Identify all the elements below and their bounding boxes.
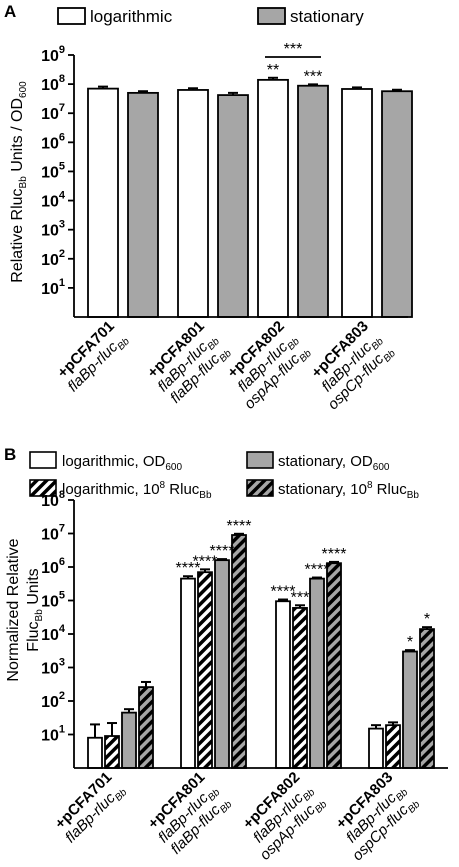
b-ytick-label-5: 105 [41, 590, 65, 611]
b-bar-3-0 [368, 727, 384, 769]
a-bar-0-1 [127, 91, 159, 318]
legend-a-swatch-stationary [257, 7, 286, 25]
annotations-b: ********************************* [176, 518, 431, 651]
b-ytick-label-1: 101 [41, 724, 65, 745]
b-significance-2-0: **** [271, 584, 296, 601]
a-ytick-label-2: 102 [41, 248, 65, 269]
b-bar-1-1 [197, 571, 213, 769]
bars-a [87, 76, 413, 318]
legend-b-label-stat-rluc: stationary, 108 RlucBb [278, 480, 419, 501]
a-ytick-label-9: 109 [41, 44, 65, 65]
b-bar-2-1 [292, 607, 308, 769]
y-ticks-b: 101 102 103 104 105 106 107 108 [41, 489, 74, 745]
a-ytick-label-5: 105 [41, 160, 65, 181]
b-bar-3-1 [385, 724, 401, 769]
a-significance-2-0: ** [267, 62, 279, 79]
legend-b-label-log-od: logarithmic, OD600 [62, 453, 182, 473]
b-ytick-label-2: 102 [41, 690, 65, 711]
panel-a: A logarithmic stationary Relative RlucBb… [4, 2, 413, 413]
b-bar-3-2 [402, 650, 418, 769]
panel-b-label: B [4, 445, 16, 464]
a-ytick-label-4: 104 [41, 190, 66, 211]
legend-b-label-stat-od: stationary, OD600 [278, 453, 390, 473]
legend-a: logarithmic stationary [57, 7, 364, 26]
legend-a-swatch-logarithmic [57, 7, 86, 25]
b-bar-2-3 [326, 562, 342, 769]
legend-a-label-logarithmic: logarithmic [90, 7, 173, 26]
a-ytick-label-8: 108 [41, 73, 65, 94]
a-significance-2-1: *** [304, 68, 323, 85]
b-bar-1-0 [180, 577, 196, 769]
y-axis-label-b-line1: Normalized Relative [5, 538, 22, 681]
b-bar-1-2 [214, 559, 230, 769]
y-axis-label-b-line2: FlucBb Units [25, 568, 45, 651]
b-significance-1-1: **** [193, 553, 218, 570]
a-bar-0-0 [87, 87, 119, 318]
a-bar-3-0 [341, 88, 373, 318]
b-significance-2-3: **** [322, 546, 347, 563]
a-ytick-label-3: 103 [41, 219, 65, 240]
legend-b: logarithmic, OD600 stationary, OD600 log… [29, 451, 419, 501]
y-axis-label-a: Relative RlucBb Units / OD600 [9, 81, 29, 283]
panel-a-label: A [4, 2, 16, 21]
b-ytick-label-8: 108 [41, 489, 65, 510]
b-bar-3-3 [419, 628, 435, 769]
b-significance-3-2: * [407, 634, 413, 651]
b-bar-0-1 [104, 735, 120, 769]
a-bar-1-1 [217, 94, 249, 318]
b-bar-2-0 [275, 600, 291, 769]
b-significance-1-2: **** [210, 543, 235, 560]
legend-a-label-stationary: stationary [290, 7, 364, 26]
b-bar-0-0 [87, 736, 103, 769]
a-significance-bracket-label: *** [284, 41, 303, 58]
b-significance-1-3: **** [227, 518, 252, 535]
a-bar-3-1 [381, 90, 413, 318]
b-significance-2-2: **** [305, 562, 330, 579]
a-bar-2-1 [297, 84, 329, 318]
b-ytick-label-6: 106 [41, 556, 65, 577]
b-ytick-label-7: 107 [41, 523, 65, 544]
legend-b-swatch-log-od [29, 451, 57, 469]
a-bar-2-0 [257, 78, 289, 318]
annotations-a: ** ****** [265, 41, 322, 85]
b-significance-2-1: *** [291, 589, 310, 606]
b-bar-0-2 [121, 711, 137, 769]
a-ytick-label-6: 106 [41, 131, 65, 152]
legend-b-swatch-stat-od [246, 451, 274, 469]
panel-b: B logarithmic, OD600 stationary, OD600 l… [4, 445, 448, 864]
b-significance-3-3: * [424, 611, 430, 628]
a-ytick-label-1: 101 [41, 277, 65, 298]
legend-b-swatch-stat-rluc [246, 479, 274, 497]
legend-b-label-log-rluc: logarithmic, 108 RlucBb [62, 480, 212, 501]
y-ticks-a: 101 102 103 104 105 106 107 108 109 [41, 44, 74, 298]
a-bar-1-0 [177, 89, 209, 318]
b-bar-1-3 [231, 534, 247, 769]
b-bar-2-2 [309, 577, 325, 769]
b-ytick-label-4: 104 [41, 623, 66, 644]
b-bar-0-3 [138, 686, 154, 769]
b-significance-1-0: **** [176, 560, 201, 577]
bars-b [87, 532, 435, 769]
legend-b-swatch-log-rluc [29, 479, 57, 497]
a-ytick-label-7: 107 [41, 102, 65, 123]
b-ytick-label-3: 103 [41, 657, 65, 678]
